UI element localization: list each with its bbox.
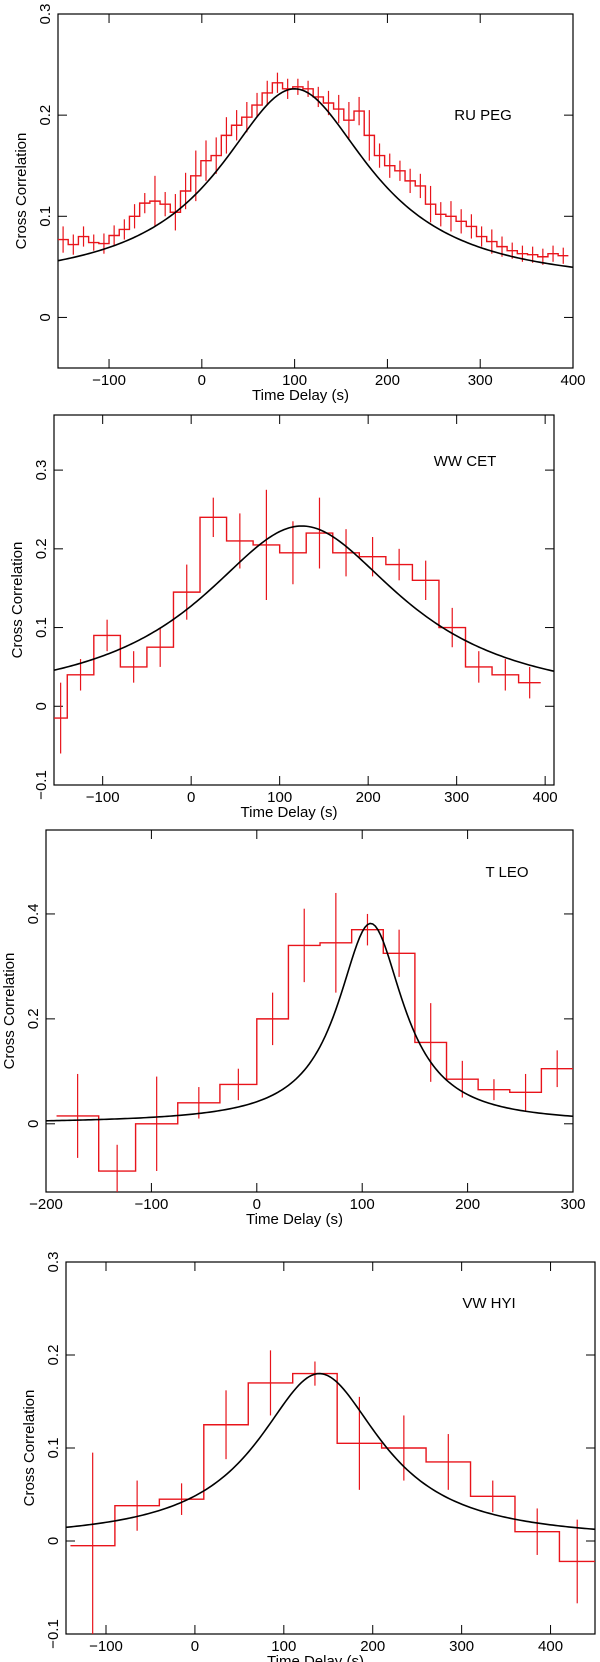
panel-t-leo: −200 −100 0 100 200 300 0 0.2 0.4 Time Delay (s) C… <box>1 829 586 1228</box>
y-tick-label: 0.2 <box>37 105 54 126</box>
x-tick-label: 400 <box>533 789 558 806</box>
y-tick-label: 0.1 <box>37 206 54 227</box>
plot-area <box>46 892 573 1192</box>
x-tick-label: 0 <box>253 1196 261 1213</box>
y-tick-label: 0.2 <box>45 1345 62 1366</box>
x-axis-title: Time Delay (s) <box>241 804 338 821</box>
y-tick-label: 0.4 <box>25 904 42 925</box>
y-tick-label: 0 <box>33 702 50 710</box>
x-tick-label: 300 <box>560 1196 585 1213</box>
y-axis-title: Cross Correlation <box>9 542 26 659</box>
plot-area <box>58 72 573 269</box>
plot-frame <box>65 1261 596 1635</box>
x-tick-label: 400 <box>560 372 585 389</box>
x-tick-label: −100 <box>89 1638 123 1655</box>
plot-area <box>66 1350 595 1634</box>
x-tick-label: 300 <box>444 789 469 806</box>
model-curve <box>46 922 573 1122</box>
model-curve <box>54 525 554 673</box>
y-tick-label: 0 <box>45 1537 62 1545</box>
model-curve <box>66 1372 595 1531</box>
x-tick-label: 100 <box>350 1196 375 1213</box>
x-tick-label: 200 <box>356 789 381 806</box>
data-histogram <box>70 1372 595 1563</box>
y-tick-label: 0 <box>25 1120 42 1128</box>
panel-label: WW CET <box>434 453 496 470</box>
data-histogram <box>54 516 541 719</box>
x-tick-label: 100 <box>267 789 292 806</box>
model-curve <box>58 88 573 269</box>
y-axis-title: Cross Correlation <box>1 953 18 1070</box>
x-axis-title: Time Delay (s) <box>246 1211 343 1228</box>
x-tick-label: 200 <box>375 372 400 389</box>
y-tick-label: −0.1 <box>33 770 50 800</box>
x-tick-label: 300 <box>468 372 493 389</box>
x-axis-title: Time Delay (s) <box>267 1653 364 1662</box>
y-tick-label: 0.1 <box>45 1438 62 1459</box>
panel-ww-cet: −100 0 100 200 300 400 −0.1 0 0.1 0.2 0.3 Time Dela… <box>9 414 558 821</box>
y-tick-label: 0.3 <box>37 4 54 25</box>
x-tick-label: 0 <box>191 1638 199 1655</box>
y-tick-label: 0.2 <box>33 538 50 559</box>
y-tick-label: 0.2 <box>25 1008 42 1029</box>
y-axis-title: Cross Correlation <box>21 1390 38 1507</box>
x-tick-label: −100 <box>135 1196 169 1213</box>
x-tick-label: 100 <box>282 372 307 389</box>
panel-label: RU PEG <box>454 107 512 124</box>
x-tick-label: 100 <box>271 1638 296 1655</box>
y-tick-label: 0.3 <box>33 460 50 481</box>
panel-label: T LEO <box>485 864 528 881</box>
x-tick-label: −100 <box>92 372 126 389</box>
x-tick-label: 0 <box>187 789 195 806</box>
x-tick-label: −200 <box>29 1196 63 1213</box>
panel-vw-hyi: −100 0 100 200 300 400 −0.1 0 0.1 0.2 0.3 Time Dela… <box>21 1252 596 1662</box>
x-axis-title: Time Delay (s) <box>252 387 349 404</box>
x-tick-label: 400 <box>538 1638 563 1655</box>
plot-frame <box>53 414 555 786</box>
plot-frame <box>45 829 574 1193</box>
x-tick-label: 0 <box>198 372 206 389</box>
x-tick-label: 200 <box>455 1196 480 1213</box>
y-tick-label: −0.1 <box>45 1619 62 1649</box>
y-tick-label: 0.1 <box>33 617 50 638</box>
panel-label: VW HYI <box>462 1295 515 1312</box>
y-axis-title: Cross Correlation <box>13 133 30 250</box>
data-histogram <box>56 928 573 1172</box>
x-tick-label: −100 <box>86 789 120 806</box>
panel-ru-peg: −100 0 100 200 300 400 0 0.1 0.2 0.3 Time Delay (s… <box>13 4 586 404</box>
y-tick-label: 0.3 <box>45 1252 62 1273</box>
x-tick-label: 300 <box>449 1638 474 1655</box>
y-tick-label: 0 <box>37 313 54 321</box>
plot-area <box>54 489 554 754</box>
plot-frame <box>57 13 574 369</box>
x-tick-label: 200 <box>360 1638 385 1655</box>
